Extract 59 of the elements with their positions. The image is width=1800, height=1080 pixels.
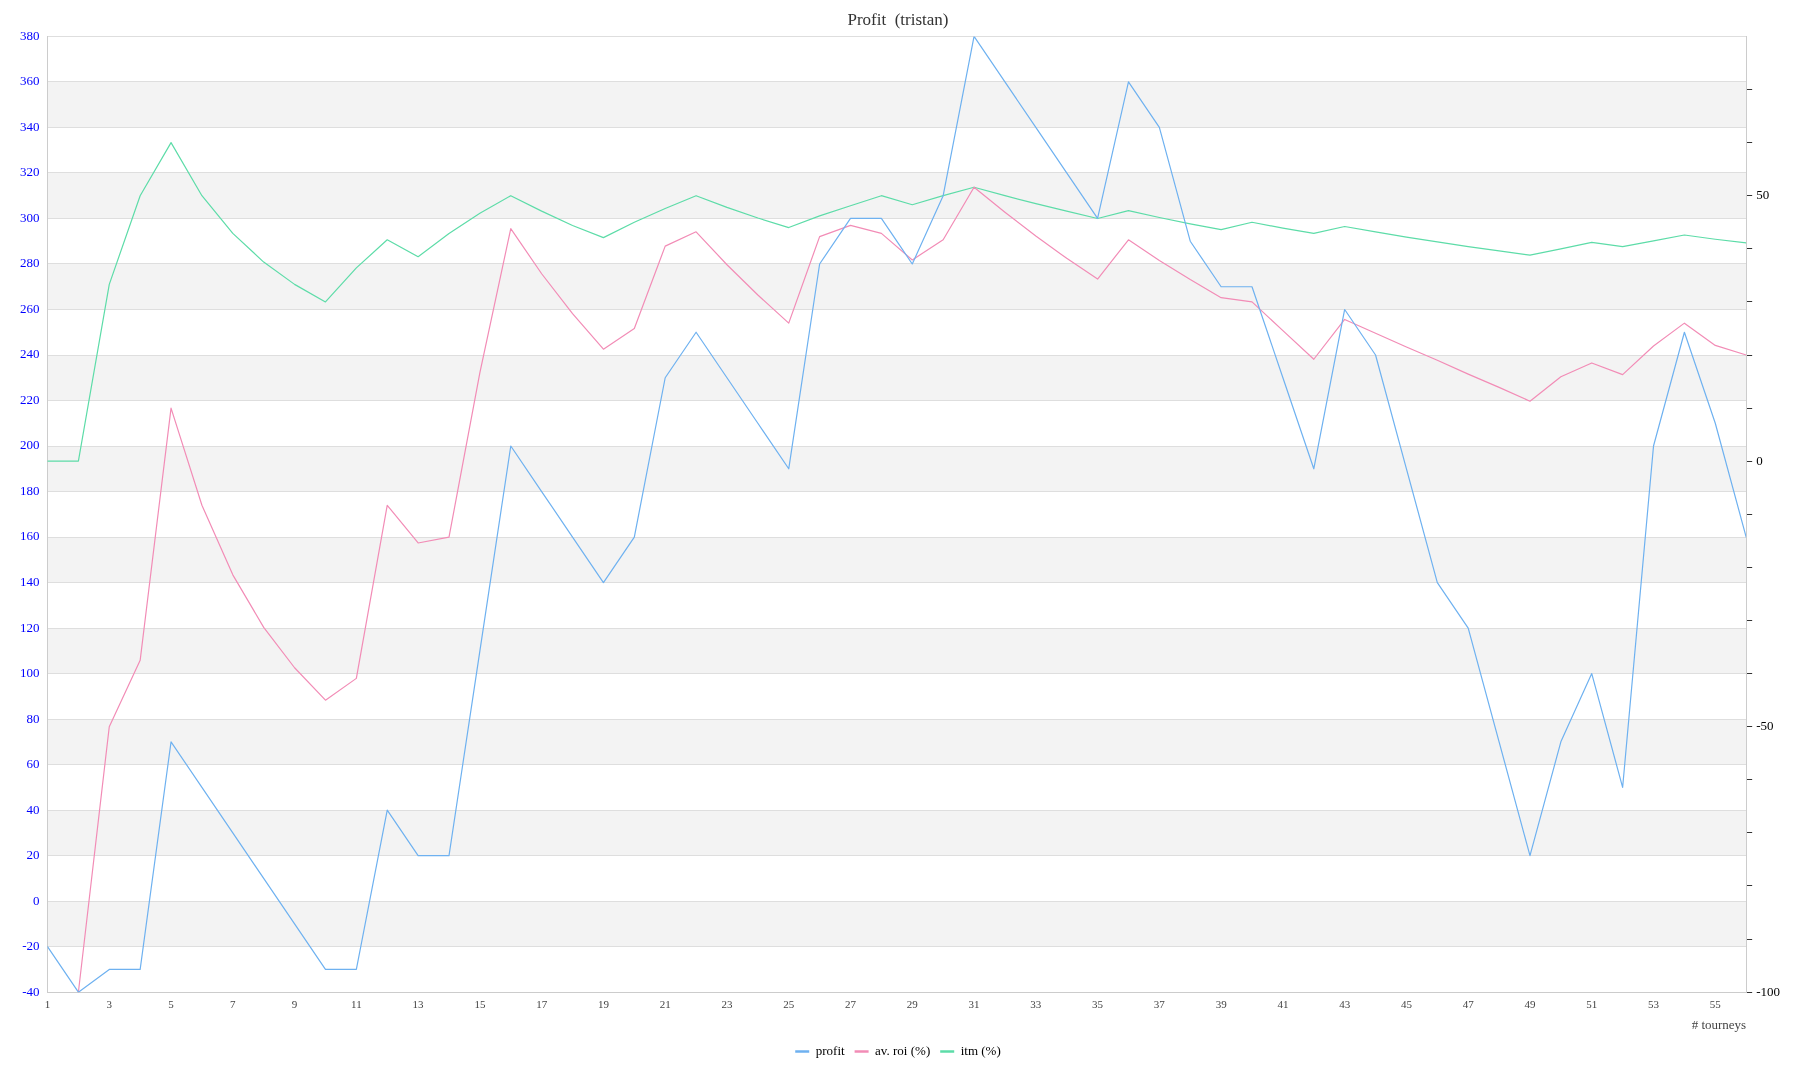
x-tick-label: 17 [536, 997, 548, 1010]
x-tick-label: 41 [1277, 997, 1289, 1010]
x-tick-label: 9 [291, 997, 298, 1010]
x-tick-label: 11 [351, 997, 362, 1010]
y-tick-label: 120 [20, 619, 40, 635]
x-tick-label: 35 [1092, 997, 1104, 1010]
y-tick-label: 140 [20, 573, 40, 589]
x-tick-label: 49 [1524, 997, 1536, 1010]
y2-tick-label: -50 [1756, 718, 1774, 734]
y-tick-label: 60 [26, 756, 40, 772]
x-tick-label: 45 [1400, 997, 1413, 1010]
x-tick-label: 51 [1586, 997, 1598, 1010]
x-tick-label: 29 [906, 997, 919, 1010]
x-tick-label: 39 [1215, 997, 1228, 1010]
x-tick-label: 1 [44, 997, 51, 1010]
y-tick-label: -40 [22, 983, 40, 999]
y-tick-label: 180 [20, 482, 40, 498]
x-tick-label: 25 [783, 997, 795, 1010]
y-tick-label: 320 [20, 164, 40, 180]
y-tick-label: 160 [20, 528, 40, 544]
y-tick-label: 260 [20, 300, 40, 316]
y-tick-label: -20 [22, 938, 40, 954]
x-tick-label: 33 [1030, 997, 1042, 1010]
x-tick-label: 55 [1709, 997, 1722, 1010]
x-tick-label: 19 [597, 997, 610, 1010]
x-tick-label: 23 [721, 997, 733, 1010]
x-tick-label: 43 [1339, 997, 1351, 1010]
legend-label: profit [815, 1042, 845, 1058]
y-tick-label: 40 [26, 801, 40, 817]
y-tick-label: 340 [20, 118, 40, 134]
x-tick-label: 15 [474, 997, 486, 1010]
x-tick-label: 3 [106, 997, 113, 1010]
y2-tick-label: 0 [1756, 452, 1763, 468]
y-tick-label: 100 [20, 665, 40, 681]
x-tick-label: 37 [1153, 997, 1166, 1010]
y2-tick-label: 50 [1756, 187, 1770, 203]
x-tick-label: 31 [968, 997, 980, 1010]
y-tick-label: 220 [20, 391, 40, 407]
legend-label: itm (%) [960, 1042, 1001, 1058]
y-tick-label: 300 [20, 209, 40, 225]
y-tick-label: 80 [26, 710, 40, 726]
x-tick-label: 27 [845, 997, 857, 1010]
x-tick-label: 7 [230, 997, 237, 1010]
x-tick-label: 53 [1648, 997, 1660, 1010]
x-tick-label: 21 [659, 997, 671, 1010]
y-tick-label: 240 [20, 346, 40, 362]
y-tick-label: 380 [20, 27, 40, 43]
legend-label: av. roi (%) [875, 1042, 931, 1058]
x-tick-label: 5 [168, 997, 175, 1010]
y-tick-label: 20 [26, 847, 40, 863]
y-tick-label: 200 [20, 437, 40, 453]
y-tick-label: 360 [20, 73, 40, 89]
y-tick-label: 0 [33, 892, 40, 908]
chart-title: Profit (tristan) [847, 9, 949, 29]
y-tick-label: 280 [20, 255, 40, 271]
x-tick-label: 13 [412, 997, 425, 1010]
y2-tick-label: -100 [1756, 983, 1781, 999]
x-tick-label: 47 [1462, 997, 1475, 1010]
x-axis-title: # tourneys [1691, 1016, 1747, 1032]
